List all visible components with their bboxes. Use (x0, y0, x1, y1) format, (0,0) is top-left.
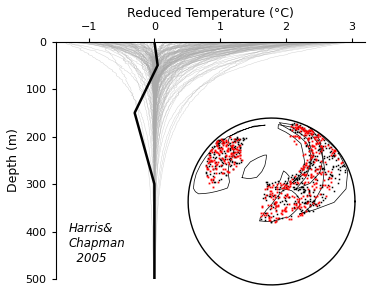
Polygon shape (193, 125, 265, 194)
Y-axis label: Depth (m): Depth (m) (7, 128, 20, 192)
Polygon shape (242, 155, 266, 179)
Polygon shape (260, 189, 300, 222)
Polygon shape (188, 118, 355, 285)
Polygon shape (279, 123, 323, 189)
Polygon shape (299, 126, 348, 214)
Title: Reduced Temperature (°C): Reduced Temperature (°C) (127, 7, 294, 20)
Text: Harris&
Chapman
  2005: Harris& Chapman 2005 (69, 222, 126, 265)
